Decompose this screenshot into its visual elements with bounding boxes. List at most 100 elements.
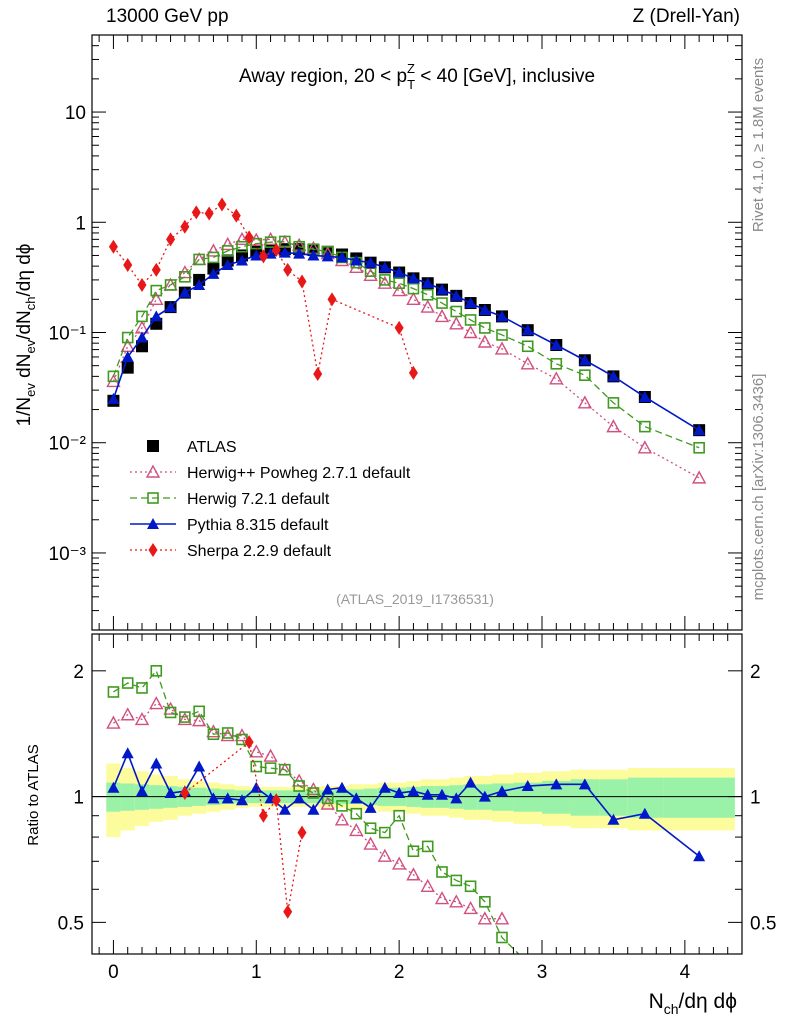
main-pythia-point [264,247,277,259]
ratio-pythia-point [607,813,620,825]
main-herwigpp-point [406,291,421,306]
ratio-herwig7-point [121,677,134,689]
ratio-herwigpp-point [306,782,321,796]
ratio-herwigpp-point [391,856,407,870]
main-herwigpp-point [206,243,221,257]
main-pythia-point [364,256,377,268]
main-pythia-point [421,277,434,289]
main-herwig7-point [250,237,263,250]
ratio-pythia-point [578,778,591,790]
main-y-tick-label: 10⁻² [49,434,87,455]
main-pythia-point [278,246,291,258]
main-herwigpp-point [349,259,364,274]
main-sherpa-point [271,243,281,258]
x-tick-label: 4 [680,962,691,983]
ratio-herwig7-point [193,705,205,718]
main-pythia-point [407,272,420,284]
main-herwigpp-point [477,334,493,348]
ratio-herwig7-point [523,958,533,968]
ratio-herwigpp-point [349,822,364,837]
ratio-frame [91,633,743,955]
ratio-herwig7-point [364,822,377,835]
ratio-sherpa-line [184,740,303,912]
main-herwigpp-point [391,283,407,297]
ratio-herwigpp-point [120,707,135,721]
ratio-pythia-point [293,792,306,804]
main-sherpa-point [151,262,161,277]
main-herwig7-point [479,322,491,334]
main-herwig7-point [607,397,620,409]
main-herwig7-point [379,274,391,286]
ratio-herwig7-point [293,780,305,792]
ratio-pythia-line [112,751,700,857]
main-pythia-point [436,283,448,295]
ratio-herwig7-point [264,762,277,774]
main-sherpa-point [327,292,337,307]
ratio-herwig7-point [279,763,291,776]
legend-marker-sherpa [148,543,158,557]
legend: ATLAS Herwig++ Powheg 2.7.1 default Herwig… [130,439,411,560]
ratio-pythia-point [136,785,148,797]
ratio-pythia-point [521,780,534,792]
main-sherpa-point [137,277,147,292]
ratio-herwigpp-point [163,701,178,715]
ratio-herwigpp-point [106,715,121,729]
main-y-tick-label: 10⁻¹ [49,324,87,345]
main-herwigpp-point [420,299,435,313]
ratio-herwigpp-point [177,711,193,726]
ratio-herwig7-point [350,807,363,820]
main-sherpa-point [244,230,254,245]
x-tick-label: 2 [394,962,405,983]
main-herwig7-point [579,369,591,381]
main-herwig7-line [112,240,700,449]
analysis-watermark: (ATLAS_2019_I1736531) [336,591,494,607]
ratio-herwig7-point [207,728,220,741]
ratio-y-tick-label-right: 0.5 [750,913,776,934]
ratio-herwigpp-line [113,702,502,920]
main-sherpa-point [283,262,293,277]
main-herwig7-point [421,288,434,301]
ratio-herwig7-point [221,727,234,739]
x-tick-label: 1 [251,962,262,983]
main-atlas-point [136,340,148,353]
main-pythia-point [136,331,148,343]
main-sherpa-point [180,219,190,234]
main-pythia-point [293,247,306,259]
main-sherpa-point [297,274,307,289]
main-herwig7-point [221,245,234,257]
ratio-herwigpp-point [449,894,464,908]
ratio-herwig7-point [407,845,420,858]
ratio-pythia-point [450,792,463,804]
ratio-herwig7-point [107,686,120,698]
main-pythia-point [164,301,177,313]
main-y-tick-label: 1 [75,213,86,234]
legend-label-herwig7: Herwig 7.2.1 default [187,491,330,508]
ratio-pythia-point [207,792,220,804]
main-pythia-point [478,304,491,316]
legend-marker-herwigpp [145,464,161,478]
main-herwig7-point [550,358,563,370]
main-herwig7-point [436,297,448,309]
ratio-band-green [120,783,135,811]
main-pythia-point [550,339,563,351]
ratio-pythia-point [464,776,477,788]
ratio-sherpa-point [271,793,281,808]
main-pythia-point [107,392,120,404]
ratio-pythia-point [321,783,334,795]
main-pythia-point [578,354,591,366]
legend-label-atlas: ATLAS [187,439,237,456]
ratio-herwig7-point [436,866,448,878]
ratio-herwig7-point [496,931,508,944]
main-pythia-point [221,258,234,270]
legend-marker-pythia [147,518,159,529]
main-sherpa-point [258,249,268,264]
main-pythia-point [393,266,406,278]
ratio-herwigpp-point [263,748,278,762]
main-herwig7-point [464,314,477,326]
main-sherpa-point [394,320,404,335]
main-herwig7-point [136,310,148,323]
main-pythia-point [496,310,508,322]
ratio-sherpa-point [180,786,190,801]
ratio-herwig7-point [393,809,405,822]
main-sherpa-point [191,205,201,220]
